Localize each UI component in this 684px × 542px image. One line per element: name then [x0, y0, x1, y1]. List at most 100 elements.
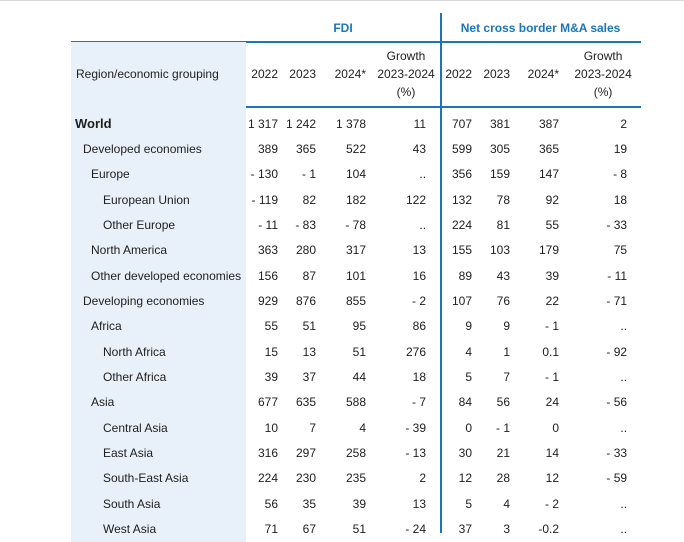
ma-growth-cell: 18 — [613, 192, 628, 207]
ma-value-cell: - 2 — [545, 496, 560, 511]
fdi-value-cell: 297 — [295, 446, 316, 461]
fdi-value-cell: 522 — [345, 142, 366, 157]
ma-value-cell: - 1 — [545, 319, 560, 334]
fdi-growth-cell: 16 — [412, 268, 427, 283]
ma-value-cell: 76 — [496, 294, 511, 309]
row-label: Developing economies — [71, 288, 246, 314]
ma-value-cell: 155 — [452, 243, 473, 258]
row-label: Europe — [71, 161, 246, 188]
fdi-value-cell: 13 — [302, 344, 316, 359]
fdi-year-2024-header: 2024* — [334, 67, 366, 81]
ma-year-2022-header: 2022 — [445, 67, 473, 81]
ma-value-cell: 9 — [503, 319, 511, 334]
fdi-growth-cell: .. — [419, 218, 427, 233]
table-row: West Asia 71 67 51 - 24 37 3 -0.2.. — [71, 516, 641, 542]
ma-value-cell: 707 — [452, 116, 473, 131]
ma-year-2023-header: 2023 — [483, 67, 511, 81]
header-top-rule — [71, 41, 641, 43]
row-label: South-East Asia — [71, 465, 246, 492]
ma-year-2024-header: 2024* — [527, 67, 560, 81]
ma-value-cell: 56 — [496, 395, 511, 410]
ma-growth-cell: 19 — [613, 142, 628, 157]
ma-value-cell: 37 — [458, 522, 473, 537]
fdi-growth-cell: 11 — [413, 116, 427, 131]
ma-growth-cell: - 71 — [606, 294, 628, 309]
ma-value-cell: 39 — [545, 268, 560, 283]
fdi-value-cell: 363 — [257, 243, 278, 258]
fdi-growth-cell: 276 — [406, 344, 427, 359]
fdi-value-cell: 10 — [264, 420, 278, 435]
ma-value-cell: 12 — [458, 471, 473, 486]
fdi-year-2022-header: 2022 — [251, 67, 278, 81]
row-label: North Africa — [71, 339, 246, 365]
group-net-cross-border-ma: Net cross border M&A sales — [460, 21, 621, 35]
fdi-value-cell: 156 — [257, 268, 278, 283]
table-row: South Asia 56 35 39 13 5 4 - 2.. — [71, 491, 641, 517]
region-column-header: Region/economic grouping — [71, 42, 246, 106]
column-header-row: Region/economic grouping 2022 2023 2024*… — [71, 42, 641, 106]
fdi-value-cell: 389 — [257, 142, 278, 157]
fdi-value-cell: 317 — [345, 243, 366, 258]
fdi-value-cell: 4 — [359, 420, 366, 435]
ma-value-cell: 0 — [465, 420, 473, 435]
row-label: South Asia — [71, 491, 246, 517]
ma-growth-cell: .. — [620, 370, 628, 385]
fdi-growth-cell: 13 — [412, 243, 427, 258]
fdi-growth-cell: .. — [419, 167, 427, 182]
table-row: North Africa 15 13 51 276 4 1 0.1 - 92 — [71, 339, 641, 365]
fdi-value-cell: 1 242 — [285, 116, 316, 131]
fdi-table-container: FDI Net cross border M&A sales Region/ec… — [71, 13, 641, 542]
fdi-value-cell: 929 — [257, 294, 278, 309]
fdi-growth-cell: - 2 — [412, 294, 427, 309]
ma-value-cell: 4 — [465, 344, 473, 359]
ma-growth-header: Growth 2023-2024 (%) — [574, 49, 632, 99]
header-bottom-rule — [71, 106, 641, 108]
table-body: World 1 317 1 242 1 378 11 707 381 387 2 Develope… — [71, 106, 641, 542]
fdi-growth-cell: 86 — [412, 319, 427, 334]
row-label: Other developed economies — [71, 263, 246, 289]
row-label: West Asia — [71, 516, 246, 542]
ma-value-cell: 159 — [490, 167, 511, 182]
ma-value-cell: 0 — [552, 420, 560, 435]
fdi-value-cell: 95 — [352, 319, 366, 334]
fdi-value-cell: 224 — [257, 471, 278, 486]
ma-value-cell: 224 — [452, 218, 473, 233]
group-fdi: FDI — [333, 21, 353, 35]
row-label: World — [71, 111, 246, 137]
ma-value-cell: 55 — [545, 218, 560, 233]
fdi-value-cell: 182 — [345, 192, 366, 207]
fdi-value-cell: 588 — [345, 395, 366, 410]
fdi-growth-cell: 13 — [412, 496, 427, 511]
fdi-value-cell: 104 — [345, 167, 366, 182]
fdi-value-cell: 39 — [264, 370, 278, 385]
fdi-value-cell: 35 — [302, 496, 316, 511]
fdi-growth-cell: 122 — [406, 192, 427, 207]
ma-growth-cell: .. — [620, 420, 628, 435]
fdi-value-cell: 71 — [264, 522, 278, 537]
top-divider — [0, 0, 684, 1]
ma-value-cell: 107 — [452, 294, 473, 309]
fdi-value-cell: 82 — [302, 192, 316, 207]
ma-value-cell: 365 — [539, 142, 560, 157]
ma-value-cell: 387 — [539, 116, 560, 131]
ma-growth-cell: - 56 — [606, 395, 628, 410]
fdi-growth-cell: - 24 — [405, 522, 427, 537]
ma-value-cell: 305 — [490, 142, 511, 157]
table-row: Asia 677 635 588 - 7 84 56 24 - 56 — [71, 389, 641, 416]
fdi-value-cell: 1 378 — [335, 116, 366, 131]
fdi-value-cell: 51 — [352, 344, 366, 359]
fdi-growth-cell: - 39 — [405, 420, 427, 435]
fdi-growth-cell: 18 — [412, 370, 427, 385]
fdi-value-cell: 44 — [352, 370, 366, 385]
ma-value-cell: 81 — [496, 218, 511, 233]
table-row: Europe - 130 - 1 104.. 356 159 147 - 8 — [71, 161, 641, 188]
ma-value-cell: 4 — [503, 496, 511, 511]
table-row: South-East Asia 224 230 235 2 12 28 12 - 59 — [71, 465, 641, 492]
fdi-value-cell: 1 317 — [247, 116, 278, 131]
table-row: Other Africa 39 37 44 18 5 7 - 1.. — [71, 364, 641, 390]
row-label: Asia — [71, 389, 246, 416]
ma-value-cell: 0.1 — [542, 344, 560, 359]
ma-value-cell: 89 — [458, 268, 473, 283]
ma-value-cell: 1 — [503, 344, 511, 359]
ma-value-cell: 24 — [545, 395, 560, 410]
